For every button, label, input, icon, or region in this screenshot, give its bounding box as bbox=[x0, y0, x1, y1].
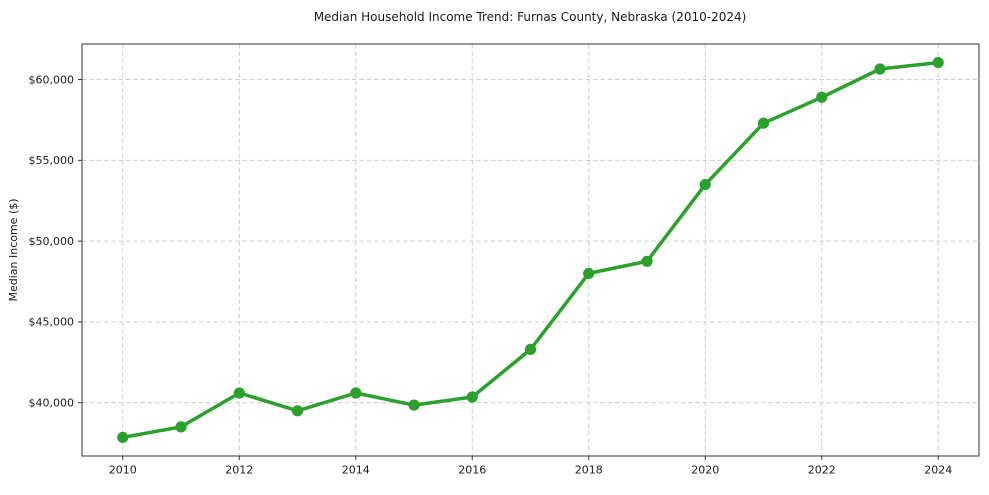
income-line-series bbox=[117, 57, 944, 443]
income-trend-line bbox=[121, 60, 940, 440]
plot-border bbox=[81, 43, 980, 457]
data-point-2017 bbox=[524, 343, 537, 355]
data-point-2018 bbox=[583, 267, 595, 279]
x-tick-label: 2024 bbox=[924, 464, 952, 477]
y-tick-label: $50,000 bbox=[29, 235, 75, 248]
x-tick-label: 2012 bbox=[225, 464, 253, 477]
x-tick-label: 2020 bbox=[691, 464, 719, 477]
y-axis-label: Median Income ($) bbox=[7, 198, 20, 301]
data-point-2010 bbox=[117, 431, 129, 443]
axes: $40,000 $45,000 $50,000 $55,000 $60,000 2010 2… bbox=[29, 43, 980, 477]
y-tick-label: $45,000 bbox=[29, 316, 75, 329]
data-point-2019 bbox=[641, 255, 653, 267]
y-tick-label: $55,000 bbox=[29, 154, 75, 167]
data-point-2011 bbox=[175, 421, 187, 433]
data-point-2016 bbox=[466, 391, 478, 403]
data-point-2023 bbox=[874, 63, 886, 75]
data-point-2022 bbox=[816, 91, 828, 103]
x-tick-label: 2018 bbox=[575, 464, 603, 477]
data-point-2015 bbox=[408, 399, 420, 411]
data-point-2024 bbox=[932, 57, 944, 69]
gridlines bbox=[82, 44, 979, 456]
data-point-2020 bbox=[699, 179, 711, 191]
data-point-2013 bbox=[291, 405, 304, 417]
y-tick-label: $60,000 bbox=[29, 73, 75, 86]
data-point-2012 bbox=[233, 387, 245, 399]
data-point-2021 bbox=[757, 117, 770, 129]
x-tick-label: 2022 bbox=[808, 464, 836, 477]
x-tick-label: 2016 bbox=[458, 464, 486, 477]
x-tick-label: 2014 bbox=[342, 464, 370, 477]
chart-title: Median Household Income Trend: Furnas Co… bbox=[314, 10, 747, 24]
y-tick-label: $40,000 bbox=[29, 396, 75, 409]
data-point-2014 bbox=[350, 387, 362, 399]
x-tick-label: 2010 bbox=[109, 464, 137, 477]
